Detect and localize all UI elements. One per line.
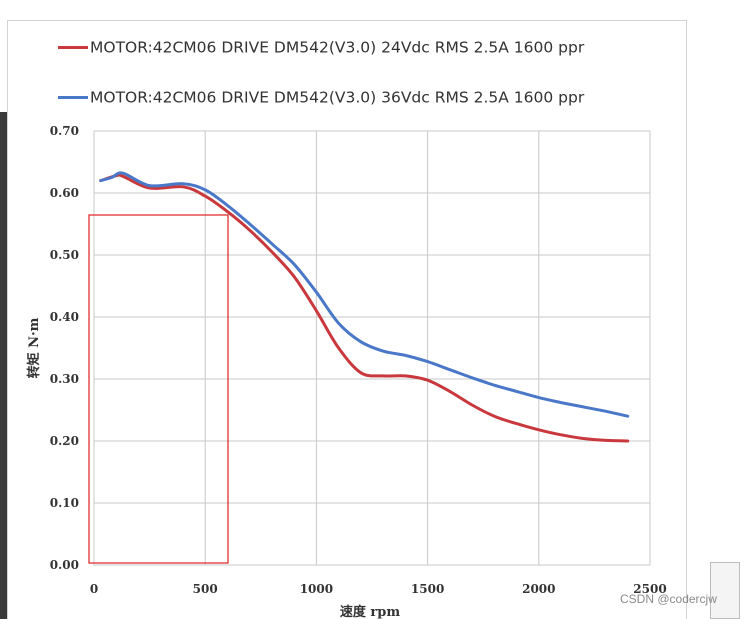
legend-item-24v: MOTOR:42CM06 DRIVE DM542(V3.0) 24Vdc RMS… xyxy=(58,36,584,58)
left-dark-edge xyxy=(0,112,7,619)
y-axis-label: 转矩 N·m xyxy=(26,317,42,378)
highlight-box xyxy=(88,214,229,564)
series-line-24v xyxy=(99,173,630,443)
y-tick-label: 0.60 xyxy=(50,186,79,200)
legend-swatch-36v xyxy=(58,96,88,99)
x-axis-label: 速度 rpm xyxy=(340,604,400,619)
legend-swatch-24v xyxy=(58,46,88,49)
legend-label-36v: MOTOR:42CM06 DRIVE DM542(V3.0) 36Vdc RMS… xyxy=(90,88,585,107)
y-tick-labels: 0.00 0.10 0.20 0.30 0.40 0.50 0.60 0.70 xyxy=(50,124,79,572)
x-tick-labels: 0 500 1000 1500 2000 2500 xyxy=(90,582,667,596)
y-tick-label: 0.50 xyxy=(50,248,79,262)
y-tick-label: 0.70 xyxy=(50,124,79,138)
y-tick-label: 0.00 xyxy=(50,558,79,572)
y-tick-label: 0.30 xyxy=(50,372,79,386)
legend-label-24v: MOTOR:42CM06 DRIVE DM542(V3.0) 24Vdc RMS… xyxy=(90,38,585,57)
x-tick-label: 2500 xyxy=(633,582,666,596)
x-tick-label: 0 xyxy=(90,582,98,596)
chart-grid xyxy=(93,130,651,566)
watermark-text: CSDN @codercjw xyxy=(620,592,717,606)
chart-frame xyxy=(7,20,687,619)
legend-item-36v: MOTOR:42CM06 DRIVE DM542(V3.0) 36Vdc RMS… xyxy=(58,86,584,108)
x-tick-label: 1500 xyxy=(411,582,444,596)
x-tick-label: 1000 xyxy=(300,582,333,596)
series-lines xyxy=(99,171,630,443)
y-tick-label: 0.10 xyxy=(50,496,79,510)
x-tick-label: 500 xyxy=(193,582,218,596)
series-line-36v xyxy=(99,171,630,418)
y-tick-label: 0.20 xyxy=(50,434,79,448)
x-tick-label: 2000 xyxy=(522,582,555,596)
y-tick-label: 0.40 xyxy=(50,310,79,324)
corner-widget xyxy=(710,562,740,619)
